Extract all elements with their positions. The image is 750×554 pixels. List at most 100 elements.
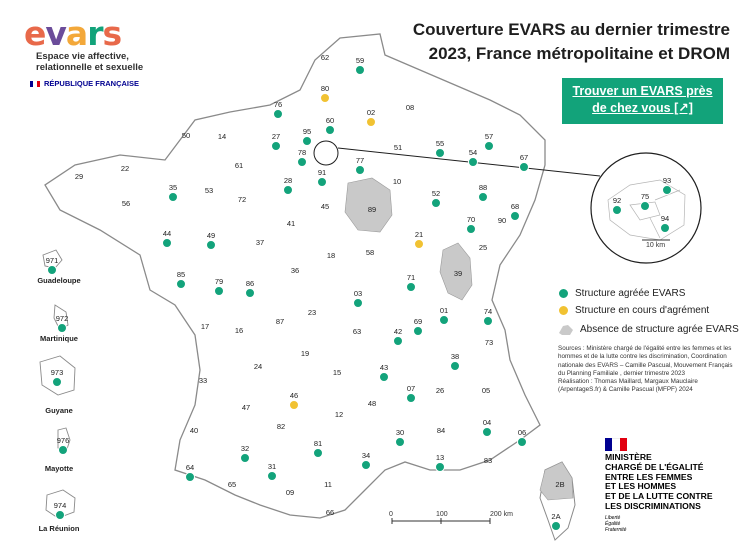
drom-structure-marker-974 xyxy=(55,510,65,520)
department-code-label: 84 xyxy=(437,426,445,435)
department-code-label: 49 xyxy=(207,231,215,240)
department-code-label: 22 xyxy=(121,164,129,173)
structure-marker-04 xyxy=(482,427,492,437)
inset-scale-label: 10 km xyxy=(646,242,665,249)
structure-marker-30 xyxy=(395,437,405,447)
haute-corse-absent xyxy=(539,461,574,501)
department-code-label: 18 xyxy=(327,251,335,260)
department-code-label: 58 xyxy=(366,248,374,257)
legend-pending-marker xyxy=(558,305,569,316)
region-jura-absent xyxy=(439,242,473,301)
department-code-label: 47 xyxy=(242,403,250,412)
structure-marker-42 xyxy=(393,336,403,346)
department-code-label: 56 xyxy=(122,199,130,208)
inset-structure-marker-93 xyxy=(662,185,672,195)
department-code-label: 40 xyxy=(190,426,198,435)
legend-absent-shape xyxy=(559,324,573,335)
department-code-label: 35 xyxy=(169,183,177,192)
department-code-label: 68 xyxy=(511,202,519,211)
department-code-label: 07 xyxy=(407,384,415,393)
department-code-label: 09 xyxy=(286,488,294,497)
region-yonne-absent xyxy=(344,177,393,233)
republique-label: RÉPUBLIQUE FRANÇAISE xyxy=(44,79,140,88)
department-code-label: 80 xyxy=(321,84,329,93)
drom-structure-marker-973 xyxy=(52,377,62,387)
structure-marker-76 xyxy=(273,109,283,119)
department-code-label: 61 xyxy=(235,161,243,170)
department-code-label: 973 xyxy=(51,368,64,377)
sources-text: Sources : Ministère chargé de l'égalité … xyxy=(558,345,733,377)
paris-highlight-circle xyxy=(313,140,339,166)
structure-marker-02 xyxy=(366,117,376,127)
find-evars-link[interactable]: Trouver un EVARS près de chez vous [↗] xyxy=(562,78,723,124)
department-code-label: 85 xyxy=(177,270,185,279)
structure-marker-86 xyxy=(245,288,255,298)
structure-marker-88 xyxy=(478,192,488,202)
department-code-label: 90 xyxy=(498,216,506,225)
department-code-label: 21 xyxy=(415,230,423,239)
cta-line-2: de chez vous [↗] xyxy=(592,101,693,115)
department-code-label: 19 xyxy=(301,349,309,358)
department-labels: 62 59 80 76 02 08 60 50 14 27 95 78 77 91 51 55 54 57 67 22… xyxy=(46,53,671,521)
scale-label-200: 200 km xyxy=(490,511,513,518)
department-code-label: 55 xyxy=(436,139,444,148)
department-code-label: 71 xyxy=(407,273,415,282)
map-legend: Structure agréée EVARS Structure en cour… xyxy=(558,285,739,338)
department-code-label: 971 xyxy=(46,256,59,265)
department-code-label: 77 xyxy=(356,156,364,165)
ministry-motto-line: Liberté xyxy=(605,514,621,521)
ministry-motto-line: Égalité xyxy=(605,520,621,527)
department-code-label: 89 xyxy=(368,205,376,214)
legend-agreed: Structure agréée EVARS xyxy=(558,285,739,302)
department-code-label: 974 xyxy=(54,501,67,510)
department-code-label: 43 xyxy=(380,363,388,372)
department-code-label: 26 xyxy=(436,386,444,395)
department-code-label: 2B xyxy=(555,480,564,489)
structure-marker-21 xyxy=(414,239,424,249)
structure-marker-59 xyxy=(355,65,365,75)
structure-marker-85 xyxy=(176,279,186,289)
department-code-label: 34 xyxy=(362,451,370,460)
title-line-2: 2023, France métropolitaine et DROM xyxy=(428,44,730,63)
department-code-label: 72 xyxy=(238,195,246,204)
department-code-label: 57 xyxy=(485,132,493,141)
structure-marker-74 xyxy=(483,316,493,326)
structure-marker-91 xyxy=(317,177,327,187)
department-code-label: 14 xyxy=(218,132,226,141)
legend-agreed-marker xyxy=(558,288,569,299)
department-code-label: 44 xyxy=(163,229,171,238)
structure-marker-95 xyxy=(302,136,312,146)
department-code-label: 06 xyxy=(518,428,526,437)
structure-marker-79 xyxy=(214,286,224,296)
department-code-label: 50 xyxy=(182,131,190,140)
department-code-label: 45 xyxy=(321,202,329,211)
logo-letter-v: v xyxy=(45,14,66,53)
department-code-label: 94 xyxy=(661,214,669,223)
ministry-line: MINISTÈRE xyxy=(605,452,652,462)
structure-marker-69 xyxy=(413,326,423,336)
department-code-label: 30 xyxy=(396,428,404,437)
department-code-label: 64 xyxy=(186,463,194,472)
department-code-label: 02 xyxy=(367,108,375,117)
inset-structure-marker-92 xyxy=(612,205,622,215)
map-base xyxy=(44,33,576,541)
logo-tagline: Espace vie affective, relationnelle et s… xyxy=(36,51,144,73)
structure-marker-01 xyxy=(439,315,449,325)
drom-label-guyane: Guyane xyxy=(45,406,73,415)
department-code-label: 66 xyxy=(326,508,334,517)
guadeloupe-shape xyxy=(42,249,63,269)
drom-structure-marker-972 xyxy=(57,323,67,333)
ministry-flag-icon xyxy=(605,438,627,451)
structure-marker-68 xyxy=(510,211,520,221)
inset-structure-marker-75 xyxy=(640,201,650,211)
legend-pending-label: Structure en cours d'agrément xyxy=(575,305,710,316)
structure-marker-2A xyxy=(551,521,561,531)
structure-marker-55 xyxy=(435,148,445,158)
department-code-label: 54 xyxy=(469,148,477,157)
structure-marker-81 xyxy=(313,448,323,458)
ministry-line: ENTRE LES FEMMES xyxy=(605,471,693,482)
department-code-label: 93 xyxy=(663,176,671,185)
drom-structure-marker-976 xyxy=(58,445,68,455)
structure-marker-54 xyxy=(468,157,478,167)
department-code-label: 24 xyxy=(254,362,262,371)
